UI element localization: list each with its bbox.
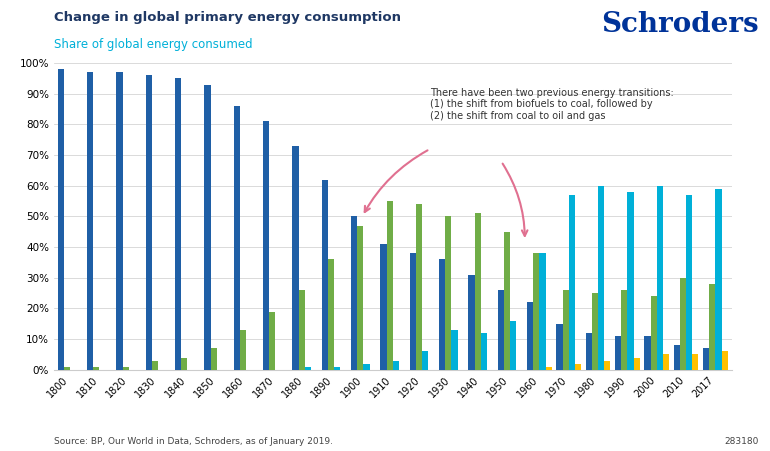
Bar: [410, 253, 416, 370]
Bar: [293, 146, 299, 370]
Bar: [557, 324, 563, 370]
Bar: [122, 367, 129, 370]
Bar: [480, 333, 487, 370]
Bar: [474, 213, 480, 370]
Bar: [680, 278, 686, 370]
Bar: [651, 296, 657, 370]
Bar: [686, 195, 692, 370]
Bar: [175, 78, 181, 370]
Bar: [351, 216, 357, 370]
Bar: [87, 72, 93, 370]
Bar: [387, 201, 393, 370]
Bar: [644, 336, 651, 370]
Bar: [497, 290, 504, 370]
Bar: [299, 290, 305, 370]
Bar: [263, 121, 270, 370]
Bar: [210, 348, 216, 370]
Bar: [539, 253, 545, 370]
Bar: [363, 364, 370, 370]
Bar: [709, 284, 715, 370]
Bar: [393, 361, 399, 370]
Bar: [152, 361, 158, 370]
Text: There have been two previous energy transitions:
(1) the shift from biofuels to : There have been two previous energy tran…: [430, 87, 674, 121]
Bar: [240, 330, 246, 370]
Bar: [586, 333, 592, 370]
Bar: [692, 354, 698, 370]
Bar: [575, 364, 581, 370]
Bar: [504, 232, 510, 370]
Bar: [533, 253, 539, 370]
Bar: [715, 189, 721, 370]
Bar: [604, 361, 611, 370]
Bar: [634, 358, 640, 370]
Bar: [468, 275, 474, 370]
Bar: [545, 367, 551, 370]
Bar: [116, 72, 122, 370]
Bar: [569, 195, 575, 370]
Bar: [357, 226, 363, 370]
Bar: [416, 204, 422, 370]
Bar: [703, 348, 709, 370]
Bar: [58, 69, 64, 370]
Bar: [334, 367, 340, 370]
Text: Source: BP, Our World in Data, Schroders, as of January 2019.: Source: BP, Our World in Data, Schroders…: [54, 437, 333, 446]
Text: Share of global energy consumed: Share of global energy consumed: [54, 38, 253, 51]
Bar: [234, 106, 240, 370]
Bar: [628, 192, 634, 370]
Bar: [721, 351, 728, 370]
Bar: [439, 259, 445, 370]
Bar: [615, 336, 621, 370]
Bar: [527, 302, 533, 370]
Bar: [380, 244, 387, 370]
Bar: [305, 367, 311, 370]
Bar: [64, 367, 70, 370]
Bar: [598, 186, 604, 370]
Bar: [563, 290, 569, 370]
Bar: [270, 312, 276, 370]
Bar: [181, 358, 187, 370]
Bar: [445, 216, 451, 370]
Bar: [322, 179, 328, 370]
Bar: [93, 367, 99, 370]
Bar: [146, 75, 152, 370]
Bar: [621, 290, 628, 370]
Bar: [657, 186, 663, 370]
Bar: [674, 345, 680, 370]
Bar: [510, 321, 516, 370]
Bar: [592, 293, 598, 370]
Bar: [204, 85, 210, 370]
Bar: [422, 351, 428, 370]
Text: Schroders: Schroders: [601, 11, 758, 38]
Text: Change in global primary energy consumption: Change in global primary energy consumpt…: [54, 11, 401, 24]
Bar: [663, 354, 669, 370]
Bar: [451, 330, 457, 370]
Text: 283180: 283180: [724, 437, 758, 446]
Bar: [328, 259, 334, 370]
